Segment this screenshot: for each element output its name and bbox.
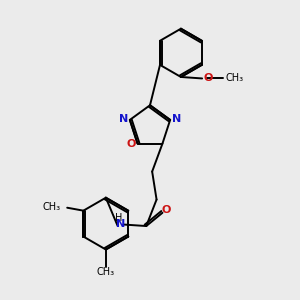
Text: N: N [119, 114, 128, 124]
Text: CH₃: CH₃ [43, 202, 61, 212]
Text: N: N [116, 219, 125, 229]
Text: O: O [126, 139, 136, 149]
Text: CH₃: CH₃ [97, 268, 115, 278]
Text: H: H [115, 213, 122, 223]
Text: O: O [204, 73, 213, 83]
Text: O: O [161, 206, 171, 215]
Text: N: N [172, 114, 181, 124]
Text: CH₃: CH₃ [226, 74, 244, 83]
